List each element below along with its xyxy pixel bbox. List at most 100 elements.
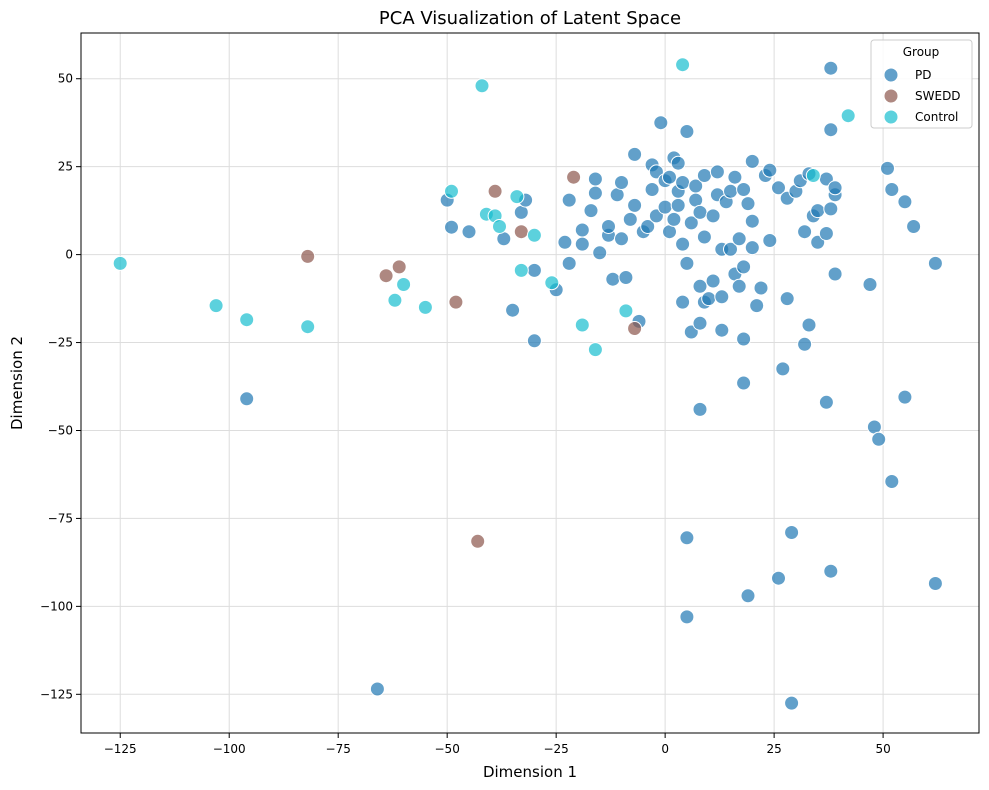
data-point-pd xyxy=(801,317,817,333)
y-axis-label: Dimension 2 xyxy=(8,336,26,430)
data-point-pd xyxy=(827,180,843,196)
data-point-pd xyxy=(692,315,708,331)
data-point-swedd xyxy=(487,183,503,199)
data-point-pd xyxy=(561,255,577,271)
legend-label-control: Control xyxy=(915,110,958,124)
x-axis-ticks: −125 −100 −75 −50 −25 0 25 50 xyxy=(104,733,891,756)
x-tick-label: 50 xyxy=(875,742,890,756)
data-point-pd xyxy=(705,208,721,224)
data-point-control xyxy=(396,277,412,292)
data-point-pd xyxy=(771,570,786,586)
data-point-pd xyxy=(749,298,765,314)
data-point-control xyxy=(526,227,542,243)
data-point-control xyxy=(618,303,634,319)
data-point-control xyxy=(587,342,603,358)
data-point-pd xyxy=(797,336,813,352)
data-point-pd xyxy=(762,162,778,178)
data-point-swedd xyxy=(300,248,316,264)
data-point-pd xyxy=(574,222,590,238)
data-point-pd xyxy=(675,175,691,190)
data-point-pd xyxy=(369,681,385,697)
data-point-control xyxy=(300,319,316,335)
data-point-control xyxy=(444,183,459,199)
data-point-pd xyxy=(561,192,577,208)
legend-box xyxy=(870,39,973,129)
data-point-control xyxy=(840,108,856,124)
data-point-control xyxy=(574,317,590,333)
plot-area-frame xyxy=(80,32,980,734)
data-point-pd xyxy=(692,401,708,417)
data-point-swedd xyxy=(513,224,529,240)
data-point-control xyxy=(474,78,490,94)
data-point-control xyxy=(208,298,224,314)
data-point-pd xyxy=(683,215,699,231)
data-point-control xyxy=(492,219,507,234)
data-point-pd xyxy=(736,182,752,197)
data-point-pd xyxy=(587,185,603,201)
data-point-pd xyxy=(731,231,747,247)
data-point-pd xyxy=(666,211,682,227)
data-point-pd xyxy=(696,229,712,245)
data-point-pd xyxy=(670,197,686,213)
y-tick-label: 50 xyxy=(58,72,73,86)
data-point-pd xyxy=(723,183,738,199)
data-points xyxy=(112,57,943,711)
x-tick-label: −75 xyxy=(326,742,351,756)
y-tick-label: −50 xyxy=(48,423,73,437)
data-point-pd xyxy=(679,609,695,625)
data-point-pd xyxy=(622,211,638,227)
x-tick-label: 0 xyxy=(661,742,669,756)
data-point-pd xyxy=(744,153,760,169)
x-axis-label: Dimension 1 xyxy=(483,763,577,781)
data-point-pd xyxy=(775,361,791,377)
legend-marker-swedd xyxy=(883,88,899,104)
data-point-pd xyxy=(818,394,834,410)
legend-label-pd: PD xyxy=(915,68,931,82)
data-point-pd xyxy=(823,60,839,76)
data-point-pd xyxy=(736,259,752,275)
chart-title: PCA Visualization of Latent Space xyxy=(379,8,681,29)
data-point-control xyxy=(513,262,529,278)
data-point-swedd xyxy=(470,533,486,549)
legend-label-swedd: SWEDD xyxy=(915,89,961,103)
data-point-pd xyxy=(823,201,839,217)
y-tick-label: −75 xyxy=(48,511,73,525)
data-point-pd xyxy=(727,169,743,185)
data-point-pd xyxy=(592,245,608,261)
data-point-pd xyxy=(927,255,943,271)
data-point-pd xyxy=(823,563,839,579)
data-point-pd xyxy=(744,240,760,256)
data-point-pd xyxy=(627,146,643,162)
data-point-pd xyxy=(897,389,913,405)
x-tick-label: −100 xyxy=(213,742,246,756)
data-point-swedd xyxy=(566,169,582,185)
legend-marker-control xyxy=(883,109,899,125)
data-point-pd xyxy=(740,588,756,604)
data-point-pd xyxy=(692,278,708,294)
data-point-control xyxy=(805,168,821,183)
data-point-pd xyxy=(614,175,629,190)
y-tick-label: −100 xyxy=(40,599,73,613)
data-point-control xyxy=(239,312,255,328)
data-point-pd xyxy=(618,270,634,285)
data-point-pd xyxy=(827,266,843,282)
data-point-swedd xyxy=(391,259,407,275)
data-point-pd xyxy=(723,241,738,257)
data-point-pd xyxy=(679,255,695,271)
data-point-pd xyxy=(753,280,769,296)
data-point-pd xyxy=(679,124,695,139)
data-point-pd xyxy=(640,219,656,234)
y-tick-label: 25 xyxy=(58,160,73,174)
data-point-pd xyxy=(583,203,599,219)
data-point-control xyxy=(544,275,560,291)
data-point-pd xyxy=(810,203,826,219)
data-point-pd xyxy=(662,169,677,185)
data-point-pd xyxy=(880,160,895,176)
data-point-pd xyxy=(736,375,752,391)
data-point-pd xyxy=(823,122,839,138)
data-point-pd xyxy=(736,331,752,347)
data-point-pd xyxy=(784,695,800,711)
data-point-pd xyxy=(505,302,521,318)
